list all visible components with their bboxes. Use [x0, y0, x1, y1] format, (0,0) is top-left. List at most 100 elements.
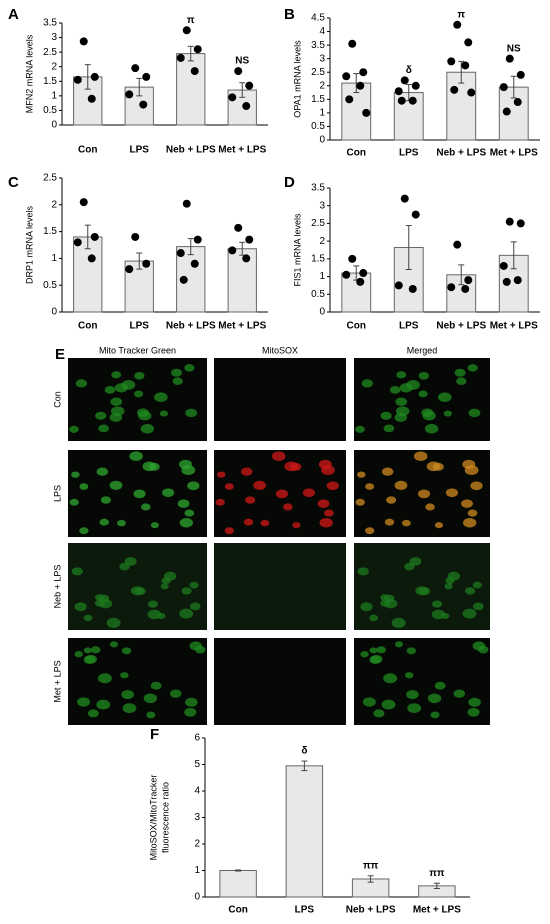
- cell: [243, 518, 254, 526]
- cell: [79, 483, 89, 490]
- cell: [406, 689, 419, 700]
- cell: [147, 600, 158, 608]
- cell: [360, 602, 373, 612]
- annotation: NS: [507, 43, 521, 54]
- row-label: LPS: [52, 485, 62, 502]
- cell: [369, 614, 379, 622]
- x-tick-label: LPS: [295, 905, 315, 916]
- cell: [284, 461, 298, 472]
- cell: [443, 410, 452, 417]
- data-point: [234, 67, 243, 76]
- annotation: NS: [235, 56, 249, 67]
- x-tick-label: Met + LPS: [490, 321, 538, 332]
- cell: [215, 498, 225, 506]
- error-bar: [239, 82, 246, 98]
- cell: [69, 425, 79, 433]
- y-tick-label: 3.5: [311, 183, 325, 194]
- cell: [96, 699, 111, 710]
- column-header: MitoSOX: [262, 345, 298, 355]
- data-point: [467, 88, 476, 97]
- error-bar: [235, 869, 242, 872]
- cell: [129, 451, 143, 462]
- cell: [134, 371, 145, 380]
- data-point: [356, 277, 365, 286]
- cell: [100, 496, 111, 504]
- cell: [177, 499, 190, 508]
- data-point: [505, 217, 514, 226]
- cell: [71, 567, 83, 576]
- cell: [468, 408, 481, 418]
- cell: [96, 467, 108, 476]
- cell: [422, 411, 436, 421]
- y-tick-label: 3: [51, 32, 57, 43]
- micrograph: [214, 638, 346, 725]
- cell: [417, 489, 431, 499]
- x-tick-label: Met + LPS: [490, 148, 538, 159]
- cell: [79, 527, 89, 535]
- error-bar: [367, 875, 374, 883]
- cell: [275, 489, 289, 499]
- y-tick-label: 5: [194, 759, 200, 770]
- data-point: [362, 108, 371, 117]
- annotation: π: [457, 9, 465, 20]
- y-tick-label: 3: [319, 53, 325, 64]
- y-axis-label: MitoSOX/MitoTracker: [148, 775, 158, 861]
- cell: [430, 711, 440, 719]
- cell: [160, 583, 169, 590]
- bar: [219, 870, 257, 898]
- cell: [69, 498, 79, 506]
- error-bar: [433, 882, 440, 890]
- micrograph: [354, 358, 490, 441]
- cell: [364, 527, 375, 535]
- cell: [319, 518, 333, 528]
- cell: [224, 527, 235, 535]
- cell: [383, 424, 395, 433]
- y-tick-label: 2: [51, 61, 57, 72]
- data-point: [125, 90, 134, 99]
- y-axis-label: FIS1 mRNA levels: [292, 213, 302, 287]
- cell: [111, 371, 122, 379]
- data-point: [242, 254, 251, 263]
- cell: [245, 496, 256, 504]
- data-point: [87, 254, 96, 263]
- y-tick-label: 1: [319, 271, 325, 282]
- y-tick-label: 0: [51, 307, 57, 318]
- cell: [434, 522, 444, 529]
- cell: [470, 481, 483, 491]
- cell: [217, 471, 226, 478]
- data-point: [411, 81, 420, 90]
- error-bar: [187, 238, 194, 256]
- x-tick-label: LPS: [399, 148, 419, 159]
- y-tick-label: 4: [194, 786, 200, 797]
- cell: [187, 481, 200, 491]
- y-tick-label: 1.5: [43, 76, 57, 87]
- y-tick-label: 2: [319, 80, 325, 91]
- x-tick-label: Met + LPS: [218, 145, 266, 156]
- column-header: Mito Tracker Green: [99, 345, 176, 355]
- data-point: [234, 223, 243, 232]
- cell: [454, 368, 466, 377]
- data-point: [73, 75, 82, 84]
- cell: [283, 503, 293, 511]
- cell: [253, 480, 267, 490]
- panel-label: A: [8, 6, 19, 23]
- cell: [109, 480, 123, 490]
- y-tick-label: 0.5: [43, 280, 57, 291]
- data-point: [359, 68, 368, 77]
- cell: [184, 364, 195, 372]
- error-bar: [84, 224, 91, 250]
- cell: [373, 709, 385, 718]
- panel-label: C: [8, 174, 19, 191]
- cell: [98, 594, 110, 603]
- column-header: Merged: [407, 345, 438, 355]
- cell: [434, 681, 446, 690]
- cell: [464, 587, 476, 595]
- cell: [396, 371, 407, 379]
- cell: [389, 386, 401, 394]
- cell: [110, 406, 125, 417]
- y-tick-label: 6: [194, 733, 200, 744]
- cell: [140, 503, 151, 511]
- data-point: [499, 83, 508, 92]
- cell: [109, 641, 118, 648]
- cell: [395, 397, 408, 406]
